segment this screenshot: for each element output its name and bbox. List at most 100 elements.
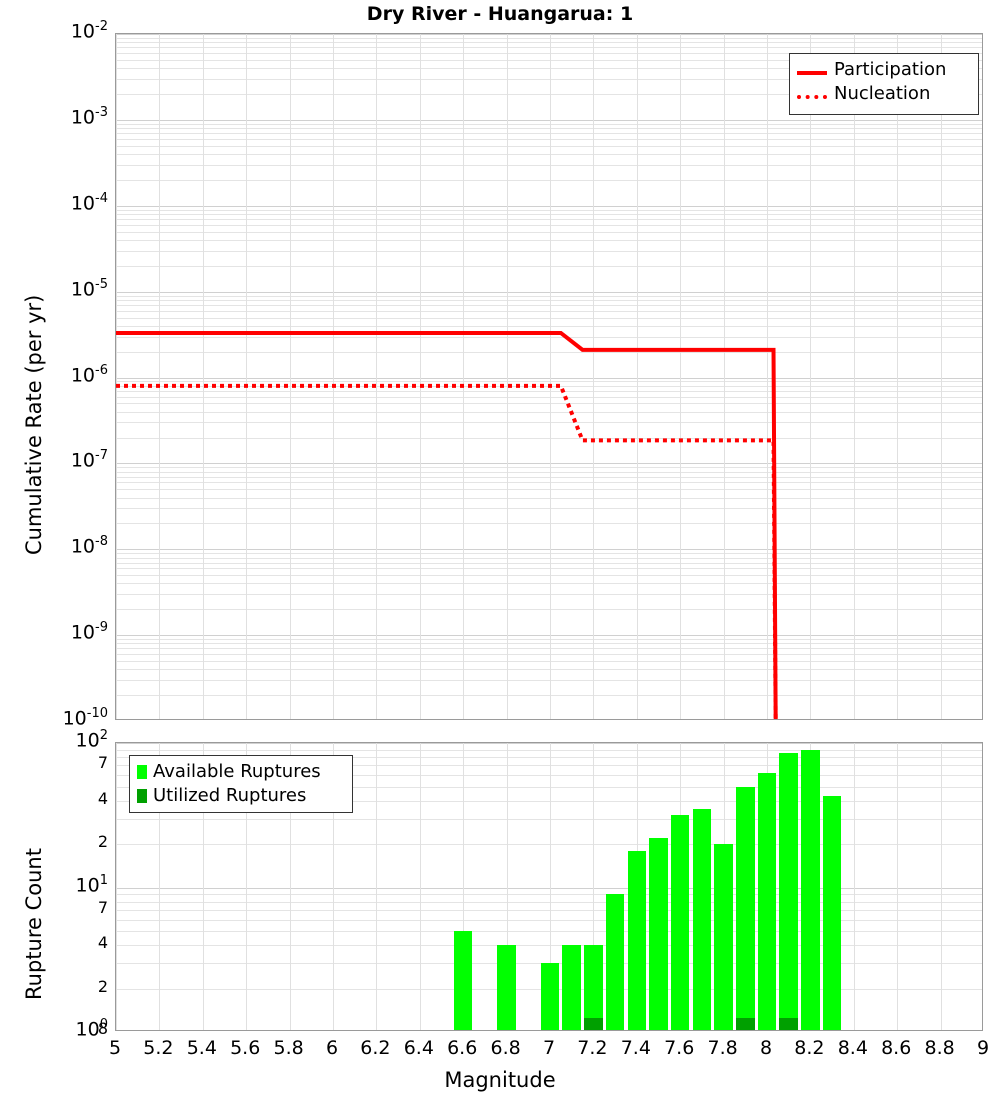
legend-item-available: Available Ruptures [137, 760, 345, 784]
x-tick-label: 9 [976, 1037, 990, 1059]
gridline-horizontal [116, 482, 982, 484]
gridline-horizontal [116, 59, 982, 61]
gridline-vertical [376, 743, 378, 1030]
gridline-horizontal [116, 304, 982, 306]
bar-available [779, 753, 798, 1030]
x-tick-label: 6 [325, 1037, 339, 1059]
gridline-horizontal [116, 800, 982, 802]
gridline-horizontal [116, 291, 982, 293]
legend-label-available: Available Ruptures [153, 761, 321, 782]
gridline-horizontal [116, 310, 982, 312]
bar-available [822, 796, 842, 1030]
gridline-horizontal [116, 351, 982, 353]
x-tick-label: 8.6 [881, 1037, 912, 1059]
y-tick-label: 10-2 [70, 19, 108, 43]
gridline-horizontal [116, 390, 982, 392]
gridline-horizontal [116, 377, 982, 379]
x-tick-label: 6.2 [360, 1037, 391, 1059]
x-tick-label: 5.4 [186, 1037, 217, 1059]
x-tick-label: 5.6 [230, 1037, 261, 1059]
gridline-horizontal [116, 909, 982, 911]
gridline-vertical [593, 743, 595, 1030]
bar-layer [116, 743, 982, 1030]
bar-available [562, 945, 581, 1030]
gridline-horizontal [116, 749, 982, 751]
y-tick-label: 10-4 [70, 190, 108, 215]
gridline-vertical [897, 34, 899, 719]
y-tick-label: 10-6 [70, 362, 108, 386]
y-tick-minor-label: 7 [97, 753, 108, 773]
gridline-vertical [159, 34, 161, 719]
x-tick-label: 6.4 [403, 1037, 434, 1059]
bar-available [497, 945, 516, 1030]
gridline-horizontal [116, 336, 982, 338]
gridline-vertical [723, 34, 725, 719]
y-tick-minor-label: 4 [97, 788, 108, 808]
gridline-vertical [333, 743, 334, 1030]
bar-available [714, 844, 733, 1030]
page-title: Dry River - Huangarua: 1 [366, 3, 634, 25]
gridline-horizontal [116, 34, 982, 35]
bar-available [736, 786, 755, 1030]
gridline-horizontal [116, 53, 982, 55]
gridline-horizontal [116, 894, 982, 896]
utilized-swatch-icon [137, 789, 147, 803]
gridline-horizontal [116, 325, 982, 327]
x-tick-label: 7.8 [707, 1037, 738, 1059]
gridline-horizontal [116, 553, 982, 555]
gridline-horizontal [116, 317, 982, 319]
cumulative-rate-plot [115, 33, 983, 720]
gridline-vertical [463, 34, 465, 719]
y-tick-label: 101 [75, 872, 108, 896]
gridline-horizontal [116, 643, 982, 645]
gridline-horizontal [116, 497, 982, 499]
curve-nucleation [116, 383, 778, 719]
y-tick-label: 10-3 [70, 104, 108, 129]
legend-item-utilized: Utilized Ruptures [137, 784, 345, 808]
gridline-vertical [116, 743, 117, 1030]
gridline-horizontal [116, 164, 982, 166]
gridline-horizontal [116, 931, 982, 932]
gridline-horizontal [116, 661, 982, 662]
gridline-horizontal [116, 299, 982, 301]
gridline-horizontal [116, 654, 982, 656]
bar-available [801, 749, 820, 1030]
gridline-vertical [116, 34, 117, 719]
x-tick-label: 7.6 [664, 1037, 695, 1059]
gridline-horizontal [116, 224, 982, 226]
gridline-horizontal [116, 757, 982, 758]
top-y-axis-label: Cumulative Rate (per yr) [22, 294, 46, 555]
legend-label-utilized: Utilized Ruptures [153, 785, 307, 806]
y-tick-minor-label: 8 [97, 1019, 108, 1038]
gridline-horizontal [116, 37, 982, 39]
gridline-horizontal [116, 471, 982, 473]
gridline-vertical [636, 34, 638, 719]
gridline-horizontal [116, 568, 982, 570]
gridline-vertical [289, 743, 291, 1030]
gridline-horizontal [116, 635, 982, 637]
gridline-horizontal [116, 133, 982, 135]
rupture-legend: Available Ruptures Utilized Ruptures [129, 755, 353, 813]
x-tick-label: 8.2 [794, 1037, 825, 1059]
gridline-horizontal [116, 94, 982, 95]
bar-available [605, 894, 625, 1030]
gridline-horizontal [116, 523, 982, 525]
gridline-horizontal [116, 919, 982, 921]
gridline-horizontal [116, 396, 982, 398]
x-tick-label: 8 [759, 1037, 773, 1059]
gridline-vertical [159, 743, 161, 1030]
gridline-horizontal [116, 786, 982, 788]
gridline-horizontal [116, 123, 982, 125]
y-tick-label: 10-5 [70, 276, 108, 300]
gridline-vertical [419, 34, 421, 719]
gridline-horizontal [116, 695, 982, 697]
gridline-horizontal [116, 476, 982, 478]
gridline-horizontal [116, 381, 982, 383]
gridline-vertical [810, 34, 812, 719]
gridline-vertical [202, 743, 204, 1030]
x-tick-label: 6.8 [490, 1037, 521, 1059]
bar-available [540, 963, 560, 1030]
gridline-horizontal [116, 209, 982, 211]
gridline-horizontal [116, 669, 982, 671]
